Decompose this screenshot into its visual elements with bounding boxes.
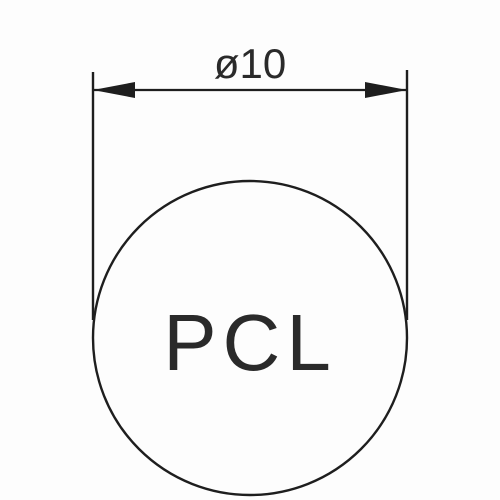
dimension-label: ø10: [214, 40, 286, 87]
right-arrowhead: [365, 82, 407, 98]
left-arrowhead: [93, 82, 135, 98]
circle-label: PCL: [163, 298, 337, 387]
pcl-circle: [91, 179, 409, 497]
